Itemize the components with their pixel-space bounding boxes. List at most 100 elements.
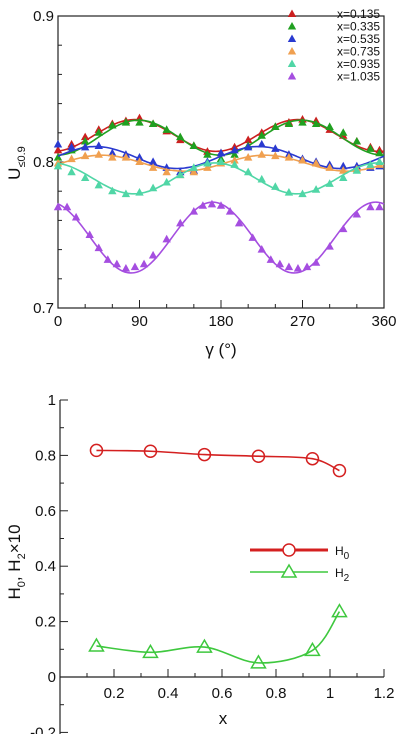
chart1-data-point bbox=[189, 163, 199, 171]
chart1-data-point bbox=[53, 153, 63, 161]
chart1-data-point bbox=[284, 262, 294, 271]
chart2-legend-label-main: H bbox=[335, 544, 344, 558]
chart2-data-point bbox=[304, 641, 321, 657]
chart1-data-point bbox=[94, 150, 103, 158]
chart2-x-tick-label: 1.2 bbox=[374, 685, 395, 702]
chart1-legend-label: x=0.335 bbox=[337, 20, 380, 34]
chart2-x-axis-label: x bbox=[219, 709, 228, 728]
chart1-data-point bbox=[298, 117, 307, 126]
chart1-data-point bbox=[216, 157, 226, 165]
chart2-x-tick-label: 0.4 bbox=[158, 685, 179, 702]
chart1-data-point bbox=[94, 180, 103, 189]
chart1-y-tick-label: 0.8 bbox=[33, 154, 54, 171]
chart1-data-point bbox=[216, 148, 226, 157]
chart2-x-tick-label: 0.2 bbox=[104, 685, 125, 702]
chart1-data-point bbox=[135, 157, 144, 165]
chart1-data-point bbox=[339, 161, 348, 170]
chart1-data-point bbox=[257, 174, 266, 183]
chart2-data-point bbox=[332, 463, 347, 478]
chart1-data-point bbox=[284, 119, 294, 128]
chart1-data-point bbox=[162, 125, 171, 133]
chart1-data-point bbox=[339, 173, 348, 182]
chart1-data-point bbox=[352, 166, 362, 174]
chart2-x-tick-label: 0.8 bbox=[266, 685, 287, 702]
chart1-data-point bbox=[339, 128, 348, 136]
chart1-data-point bbox=[257, 131, 266, 139]
chart1-data-point bbox=[80, 136, 90, 145]
chart1-data-point bbox=[139, 259, 149, 268]
chart1-data-point bbox=[53, 161, 63, 170]
chart1-data-point bbox=[103, 255, 113, 263]
chart1-data-point bbox=[311, 119, 321, 128]
chart1-data-point bbox=[366, 202, 375, 211]
chart2-x-ticks: 0.2 0.4 0.6 0.8 1 1.2 bbox=[86, 669, 395, 702]
chart1-data-point bbox=[148, 157, 158, 165]
chart2-legend-marker bbox=[282, 543, 296, 557]
chart1-data-point bbox=[94, 243, 103, 252]
chart1-data-point bbox=[207, 199, 217, 208]
chart1-data-point bbox=[243, 135, 253, 144]
chart1-legend-label: x=0.735 bbox=[337, 45, 380, 59]
chart1-legend-marker bbox=[287, 47, 297, 55]
chart1-data-point bbox=[257, 245, 266, 253]
chart1-y-ticks: 0.7 0.8 0.9 bbox=[33, 8, 66, 317]
chart1-data-point bbox=[298, 189, 307, 198]
chart1-y-tick-label: 0.7 bbox=[33, 300, 54, 317]
chart1-data-point bbox=[176, 170, 185, 179]
chart1-data-point bbox=[135, 113, 144, 122]
chart1-data-point bbox=[108, 153, 117, 161]
chart2-data-point bbox=[305, 451, 320, 466]
chart1-data-point bbox=[162, 167, 171, 176]
chart2-y-axis-label: H0, H2×10 bbox=[5, 524, 28, 599]
chart1-data-point bbox=[62, 202, 72, 211]
chart1-data-point bbox=[375, 202, 384, 211]
chart2-data-point bbox=[197, 447, 212, 462]
chart2-legend: H0 H2 bbox=[250, 543, 350, 584]
chart1-data-point bbox=[284, 153, 294, 161]
chart1-data-point bbox=[339, 224, 348, 233]
chart2-y-tick-label: 0.2 bbox=[35, 614, 56, 631]
chart1-data-point bbox=[248, 233, 257, 241]
chart2-legend-label: H2 bbox=[335, 566, 350, 584]
chart1-data-point bbox=[325, 163, 334, 171]
chart1-data-point bbox=[366, 144, 375, 152]
chart2-legend-marker bbox=[280, 563, 298, 578]
chart1-data-point bbox=[352, 209, 362, 218]
chart2-data-point bbox=[88, 637, 105, 652]
chart2-legend-label-main: H bbox=[335, 566, 344, 580]
chart1-data-point bbox=[53, 145, 63, 154]
chart1-data-point bbox=[94, 128, 103, 136]
chart1-data-point bbox=[375, 157, 384, 165]
chart2-data-point bbox=[143, 444, 158, 458]
chart1-data-point bbox=[284, 188, 294, 196]
chart1-data-point bbox=[325, 179, 334, 187]
chart1-legend-marker bbox=[287, 72, 297, 80]
chart1-x-tick-label: 180 bbox=[208, 313, 233, 330]
chart1-data-point bbox=[135, 188, 144, 196]
chart1-data-point bbox=[121, 117, 131, 126]
chart1-data-point bbox=[176, 132, 185, 141]
chart1-data-point bbox=[135, 153, 144, 161]
chart1-data-point bbox=[121, 263, 131, 272]
chart1-data-point bbox=[203, 163, 212, 171]
chart1-data-point bbox=[148, 250, 158, 259]
chart1-legend-label: x=0.535 bbox=[337, 32, 380, 46]
chart1-legend-marker bbox=[287, 22, 297, 30]
chart1-data-point bbox=[271, 151, 280, 160]
chart1-data-point bbox=[189, 207, 199, 215]
chart1-legend-label: x=1.035 bbox=[337, 70, 380, 84]
chart1-data-point bbox=[130, 262, 140, 271]
chart1-data-point bbox=[230, 155, 239, 164]
chart2-y-ticks: -0.2 0 0.2 0.4 0.6 0.8 1 bbox=[30, 392, 68, 734]
chart1-data-point bbox=[189, 167, 199, 176]
chart1-data-point bbox=[67, 142, 76, 151]
chart1-legend-label: x=0.935 bbox=[337, 57, 380, 71]
chart1-data-point bbox=[311, 258, 321, 266]
chart1-data-point bbox=[243, 142, 253, 151]
chart2-legend-label: H0 bbox=[335, 544, 350, 562]
chart2-y-tick-label: 0.8 bbox=[35, 447, 56, 464]
chart1-data-point bbox=[148, 119, 158, 128]
chart1-data-point bbox=[366, 160, 375, 168]
chart1-legend: x=0.135x=0.335x=0.535x=0.735x=0.935x=1.0… bbox=[287, 7, 380, 84]
